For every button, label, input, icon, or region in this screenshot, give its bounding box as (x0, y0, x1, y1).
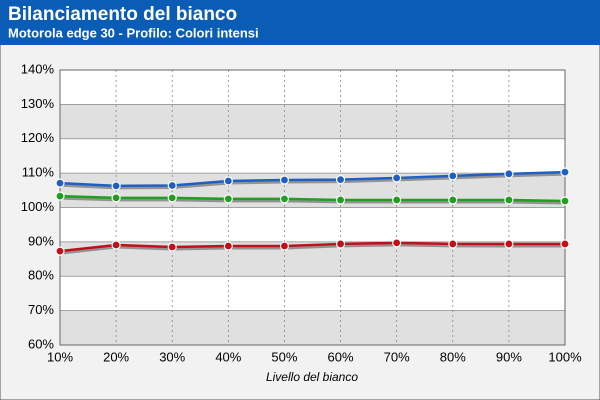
y-tick-label: 130% (21, 96, 55, 111)
x-tick-label: 20% (103, 349, 129, 364)
point (55, 178, 65, 188)
y-tick-label: 60% (28, 336, 54, 351)
point (55, 246, 65, 256)
point (335, 175, 346, 185)
chart-subtitle: Motorola edge 30 - Profilo: Colori inten… (8, 25, 259, 40)
point (279, 194, 290, 204)
x-tick-label: 70% (384, 349, 410, 364)
point (504, 239, 514, 249)
point (223, 194, 233, 204)
point (392, 195, 402, 205)
point (504, 195, 514, 205)
point (392, 238, 402, 248)
point (111, 193, 121, 203)
point (167, 180, 177, 191)
band (60, 104, 565, 139)
point (223, 241, 233, 251)
point (448, 171, 458, 181)
chart-title: Bilanciamento del bianco (8, 4, 237, 25)
x-tick-label: 100% (548, 349, 582, 364)
x-tick-label: 90% (496, 349, 522, 364)
point (392, 173, 402, 183)
point (504, 169, 514, 179)
point (448, 239, 458, 249)
point (223, 176, 233, 186)
series-line (59, 194, 566, 203)
y-tick-label: 80% (28, 268, 54, 283)
x-tick-label: 30% (159, 349, 185, 364)
y-tick-label: 100% (21, 199, 55, 214)
y-tick-label: 90% (28, 233, 54, 248)
point (560, 196, 570, 206)
point (335, 239, 346, 249)
line-shadow (59, 171, 566, 190)
series-line (59, 241, 565, 253)
line-shadow (59, 242, 565, 255)
point (55, 191, 65, 201)
x-tick-label: 50% (271, 349, 297, 364)
y-tick-label: 120% (21, 130, 55, 145)
line-shadow (59, 195, 566, 205)
point (279, 175, 290, 185)
point (448, 195, 458, 205)
point (335, 195, 346, 205)
y-tick-label: 70% (28, 302, 54, 317)
point (560, 167, 570, 177)
x-tick-label: 80% (440, 349, 466, 364)
plot-border (59, 69, 566, 346)
x-tick-label: 60% (328, 349, 354, 364)
point (111, 181, 121, 191)
point (279, 241, 290, 251)
y-tick-label: 140% (21, 61, 55, 76)
series-line (59, 170, 566, 188)
point (111, 240, 121, 250)
x-axis-label: Livello del bianco (266, 370, 358, 384)
point (167, 242, 177, 252)
point (560, 239, 570, 249)
x-tick-label: 10% (47, 349, 73, 364)
y-tick-label: 110% (22, 165, 55, 180)
x-tick-label: 40% (215, 349, 241, 364)
header (0, 0, 600, 45)
band (60, 310, 565, 345)
point (167, 193, 177, 203)
